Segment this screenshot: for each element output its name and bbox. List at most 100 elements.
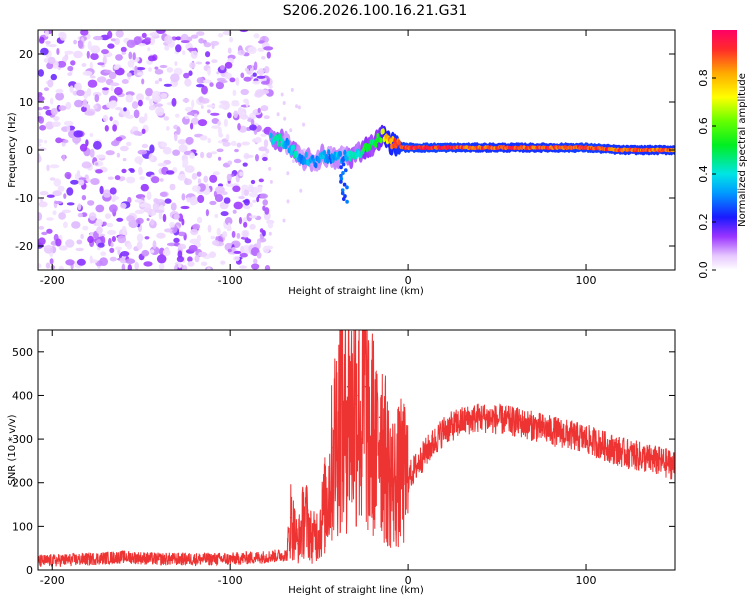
noise-blob xyxy=(134,156,144,164)
ridge-tail-point xyxy=(340,191,345,196)
noise-blob xyxy=(52,210,57,216)
noise-blob xyxy=(147,47,151,52)
noise-blob xyxy=(137,72,144,76)
noise-blob xyxy=(38,69,44,77)
noise-blob xyxy=(76,89,85,97)
noise-blob xyxy=(145,87,153,97)
noise-blob xyxy=(231,230,236,238)
noise-blob xyxy=(58,245,68,251)
noise-blob xyxy=(256,240,261,249)
noise-blob xyxy=(259,228,264,233)
noise-blob xyxy=(182,50,186,55)
noise-blob xyxy=(243,205,251,210)
noise-blob xyxy=(257,107,261,114)
noise-blob xyxy=(178,261,182,269)
noise-blob xyxy=(140,183,149,192)
noise-blob xyxy=(260,105,269,112)
noise-blob xyxy=(163,83,172,87)
noise-blob xyxy=(255,136,262,143)
noise-blob xyxy=(85,139,89,147)
noise-blob xyxy=(151,176,160,184)
noise-blob xyxy=(120,202,127,209)
noise-blob xyxy=(162,248,171,256)
noise-blob xyxy=(141,78,145,85)
noise-blob xyxy=(231,101,240,107)
noise-blob xyxy=(181,193,186,201)
snr-point xyxy=(460,420,463,423)
noise-blob xyxy=(170,202,177,211)
noise-blob xyxy=(232,89,237,96)
noise-blob xyxy=(216,227,221,236)
noise-blob xyxy=(196,31,205,36)
noise-blob xyxy=(224,217,233,226)
noise-blob xyxy=(105,150,115,156)
noise-blob xyxy=(155,106,165,116)
noise-blob xyxy=(115,107,122,111)
noise-blob xyxy=(203,175,208,183)
noise-blob xyxy=(90,178,100,185)
spectrogram-y-label: Frequency (Hz) xyxy=(7,112,18,188)
snr-point xyxy=(122,556,125,558)
snr-x-ticks: -200 -100 0 100 xyxy=(40,330,597,587)
noise-blob xyxy=(159,64,168,69)
snr-x-tick-label: -200 xyxy=(40,574,65,587)
noise-blob xyxy=(253,61,258,71)
noise-blob xyxy=(107,230,117,235)
noise-blob xyxy=(93,140,102,150)
noise-blob xyxy=(71,221,81,229)
spectrogram-x-tick-label: -100 xyxy=(218,274,243,287)
ridge-point xyxy=(343,149,347,156)
noise-blob xyxy=(39,125,47,131)
noise-blob xyxy=(206,267,211,270)
noise-blob xyxy=(134,261,139,270)
noise-blob xyxy=(55,92,65,101)
snr-point xyxy=(318,529,320,532)
noise-blob xyxy=(158,77,163,82)
ridge-point xyxy=(289,150,293,156)
noise-blob xyxy=(114,175,121,181)
ridge-point xyxy=(286,139,290,146)
noise-blob xyxy=(257,68,265,76)
noise-blob xyxy=(302,122,306,127)
noise-blob xyxy=(156,254,167,264)
noise-blob xyxy=(107,43,115,49)
noise-blob xyxy=(132,52,136,61)
noise-blob xyxy=(247,65,253,69)
noise-blob xyxy=(181,218,185,226)
noise-blob xyxy=(255,154,259,162)
noise-blob xyxy=(214,194,224,202)
noise-blob xyxy=(210,151,217,155)
noise-blob xyxy=(104,213,112,220)
noise-blob xyxy=(120,251,130,257)
noise-blob xyxy=(177,231,186,237)
noise-blob xyxy=(224,72,232,80)
noise-blob xyxy=(66,202,75,206)
noise-blob xyxy=(191,185,201,192)
noise-blob xyxy=(100,251,107,256)
noise-blob xyxy=(240,72,245,79)
noise-blob xyxy=(238,217,243,225)
ridge-point xyxy=(322,149,327,156)
noise-blob xyxy=(46,164,50,172)
noise-blob xyxy=(156,232,166,239)
noise-blob xyxy=(78,179,85,186)
noise-blob xyxy=(243,98,248,104)
noise-blob xyxy=(95,162,99,166)
noise-blob xyxy=(122,158,127,162)
noise-blob xyxy=(184,115,190,120)
snr-point xyxy=(393,481,395,484)
noise-blob xyxy=(145,96,150,101)
snr-point xyxy=(549,429,552,432)
noise-blob xyxy=(144,37,151,42)
snr-point xyxy=(339,403,342,406)
noise-blob xyxy=(74,83,80,90)
noise-blob xyxy=(243,76,252,82)
noise-blob xyxy=(260,133,267,137)
noise-blob xyxy=(80,233,84,240)
noise-blob xyxy=(256,252,262,259)
noise-blob xyxy=(194,113,198,118)
noise-blob xyxy=(169,183,176,191)
noise-blob xyxy=(138,116,146,124)
noise-blob xyxy=(219,100,229,105)
ridge-tail-point xyxy=(342,197,346,201)
